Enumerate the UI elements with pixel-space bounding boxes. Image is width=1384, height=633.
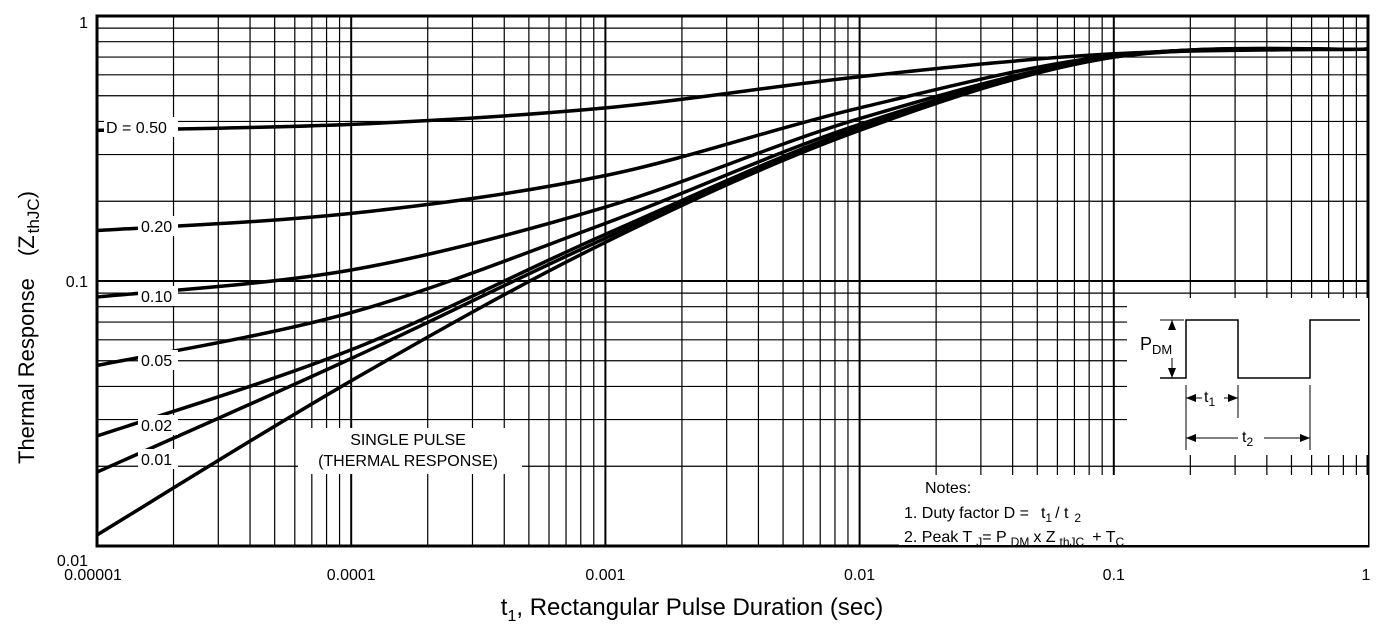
single-pulse-line1: SINGLE PULSE <box>350 432 466 449</box>
x-tick-label: 0.001 <box>585 567 625 584</box>
svg-text:Thermal Response(ZthJC): Thermal Response(ZthJC) <box>14 191 42 464</box>
series-label-d050: D = 0.50 <box>106 120 167 137</box>
notes-title: Notes: <box>925 480 971 497</box>
series-label-d005: 0.05 <box>141 353 172 370</box>
y-tick-label: 0.1 <box>66 274 88 291</box>
series-line-6 <box>96 46 1369 537</box>
single-pulse-line2: (THERMAL RESPONSE) <box>318 453 498 470</box>
series-lines <box>96 46 1369 537</box>
arrow-left-icon <box>1186 434 1196 442</box>
tick-labels: 0.00001 0.0001 0.001 0.01 0.1 1 0.01 0.1 1 <box>57 15 1371 584</box>
x-tick-label: 1 <box>1362 567 1371 584</box>
series-label-d001: 0.01 <box>141 452 172 469</box>
x-tick-label: 0.00001 <box>64 567 122 584</box>
x-axis-label: t1, Rectangular Pulse Duration (sec) <box>500 594 884 625</box>
grid-lines <box>97 16 1368 546</box>
arrow-right-icon <box>1228 394 1238 402</box>
y-axis-label: Thermal Response(ZthJC) <box>14 191 42 464</box>
single-pulse-annotation: SINGLE PULSE (THERMAL RESPONSE) <box>298 428 522 474</box>
arrow-left-icon <box>1186 394 1196 402</box>
y-tick-label: 1 <box>79 15 88 32</box>
t1-label: t1 <box>1204 389 1215 409</box>
x-tick-label: 0.0001 <box>327 567 376 584</box>
arrow-up-icon <box>1168 320 1176 330</box>
series-label-d020: 0.20 <box>141 219 172 236</box>
arrow-right-icon <box>1300 434 1310 442</box>
x-tick-label: 0.01 <box>844 567 875 584</box>
x-tick-label: 0.1 <box>1103 567 1125 584</box>
series-labels: D = 0.50 0.20 0.10 0.05 0.02 0.01 <box>104 117 178 469</box>
y-tick-label: 0.01 <box>57 553 88 570</box>
pulse-waveform <box>1160 319 1360 379</box>
series-label-d010: 0.10 <box>141 289 172 306</box>
t2-label: t2 <box>1242 429 1253 449</box>
series-label-d002: 0.02 <box>141 418 172 435</box>
pdm-label: PDM <box>1140 334 1172 357</box>
arrow-down-icon <box>1168 368 1176 378</box>
waveform-inset: PDM t1 t2 <box>1127 298 1368 455</box>
plot-frame <box>95 14 1370 548</box>
